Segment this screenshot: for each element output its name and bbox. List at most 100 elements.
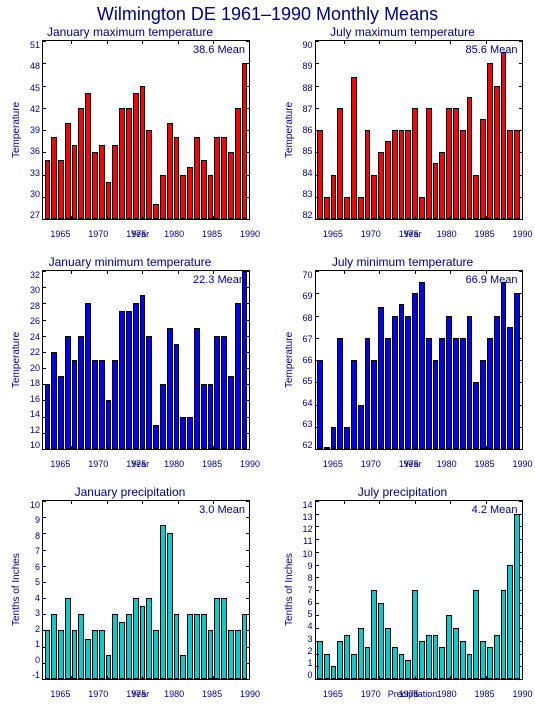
- data-bar: [358, 628, 364, 679]
- data-bar: [473, 175, 479, 220]
- data-bar: [92, 630, 98, 679]
- data-bar: [140, 86, 146, 220]
- data-bar: [501, 590, 507, 679]
- data-bar: [72, 360, 78, 449]
- data-bar: [153, 425, 159, 449]
- data-bar: [153, 204, 159, 219]
- data-bar: [487, 63, 493, 219]
- data-bar: [208, 175, 214, 220]
- y-axis-ticks: 109876543210-1: [22, 500, 42, 680]
- data-bar: [405, 130, 411, 219]
- data-bar: [419, 197, 425, 219]
- data-bar: [324, 447, 330, 449]
- data-bar: [174, 137, 180, 219]
- mean-label: 66.9 Mean: [466, 274, 518, 286]
- data-bar: [494, 86, 500, 220]
- data-bar: [51, 137, 57, 219]
- data-bar: [72, 145, 78, 219]
- mean-label: 22.3 Mean: [193, 274, 245, 286]
- y-axis-label: Temperature: [10, 40, 22, 220]
- data-bar: [324, 654, 330, 679]
- data-bar: [392, 130, 398, 219]
- data-bar: [146, 130, 152, 219]
- data-bar: [399, 130, 405, 219]
- data-bar: [221, 598, 227, 679]
- mean-label: 3.0 Mean: [199, 504, 245, 516]
- data-bar: [85, 639, 91, 679]
- data-bar: [331, 175, 337, 220]
- data-bar: [507, 130, 513, 219]
- data-bar: [65, 598, 71, 679]
- chart-panel: July maximum temperatureTemperature90898…: [283, 25, 523, 251]
- panel-title: January precipitation: [10, 485, 250, 499]
- data-bar: [106, 400, 112, 449]
- data-bar: [331, 427, 337, 449]
- data-bar: [344, 427, 350, 449]
- data-bar: [126, 108, 132, 219]
- data-bar: [385, 141, 391, 219]
- data-bar: [160, 525, 166, 679]
- data-bar: [344, 197, 350, 219]
- data-bar: [119, 108, 125, 219]
- data-bar: [460, 338, 466, 449]
- data-bar: [235, 630, 241, 679]
- data-bar: [228, 152, 234, 219]
- data-bar: [426, 338, 432, 449]
- data-bar: [92, 152, 98, 219]
- data-bar: [426, 108, 432, 219]
- panel-title: January minimum temperature: [10, 255, 250, 269]
- x-axis: 196519701975198019851990Precipitation: [303, 689, 523, 711]
- data-bar: [473, 382, 479, 449]
- data-bar: [99, 630, 105, 679]
- data-bar: [371, 590, 377, 679]
- data-bar: [119, 311, 125, 449]
- data-bar: [45, 160, 51, 219]
- data-bar: [433, 163, 439, 219]
- data-bar: [187, 167, 193, 219]
- data-bar: [126, 614, 132, 679]
- data-bar: [160, 384, 166, 449]
- data-bar: [58, 630, 64, 679]
- data-bar: [378, 307, 384, 449]
- x-axis: 196519701975198019851990Year: [30, 459, 250, 481]
- data-bar: [112, 145, 118, 219]
- data-bar: [337, 641, 343, 679]
- data-bar: [385, 338, 391, 449]
- data-bar: [412, 108, 418, 219]
- data-bar: [140, 606, 146, 679]
- data-bar: [399, 304, 405, 449]
- data-bar: [99, 360, 105, 449]
- data-bar: [153, 630, 159, 679]
- data-bar: [344, 635, 350, 680]
- data-bar: [201, 160, 207, 219]
- data-bar: [358, 405, 364, 450]
- y-axis-label: Temperature: [10, 270, 22, 450]
- data-bar: [412, 293, 418, 449]
- data-bar: [140, 295, 146, 449]
- y-axis-ticks: 908988878685848382: [295, 40, 315, 220]
- data-bar: [473, 590, 479, 679]
- y-axis-ticks: 514845423936333027: [22, 40, 42, 220]
- data-bar: [378, 603, 384, 679]
- data-bar: [467, 316, 473, 450]
- data-bar: [507, 565, 513, 679]
- data-bar: [487, 647, 493, 679]
- data-bar: [365, 338, 371, 449]
- data-bar: [160, 175, 166, 220]
- data-bar: [426, 635, 432, 680]
- data-bar: [494, 635, 500, 680]
- panel-title: July minimum temperature: [283, 255, 523, 269]
- data-bar: [146, 336, 152, 449]
- data-bar: [514, 293, 520, 449]
- mean-label: 4.2 Mean: [472, 504, 518, 516]
- data-bar: [194, 328, 200, 449]
- data-bar: [501, 282, 507, 449]
- y-axis-ticks: 706968676665646362: [295, 270, 315, 450]
- data-bar: [78, 108, 84, 219]
- data-bar: [433, 635, 439, 680]
- data-bar: [187, 417, 193, 449]
- y-axis-label: Temperature: [283, 40, 295, 220]
- x-axis: 196519701975198019851990Year: [30, 689, 250, 711]
- data-bar: [106, 182, 112, 219]
- data-bar: [494, 316, 500, 450]
